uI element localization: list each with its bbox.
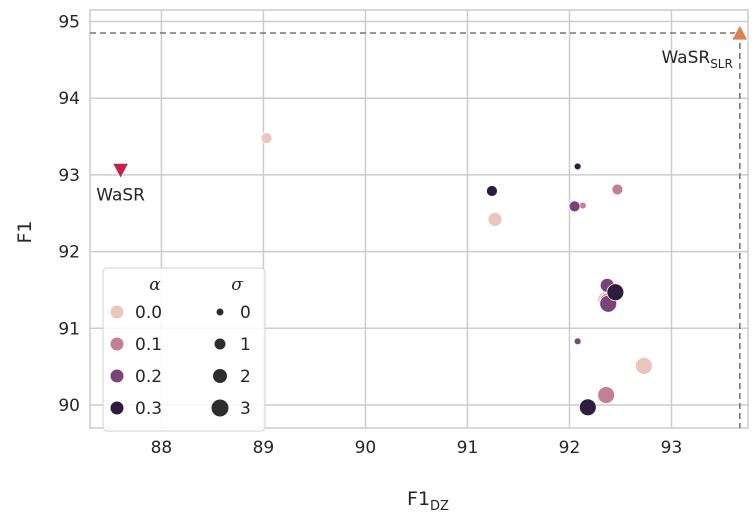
wasr-label: WaSR — [96, 185, 145, 205]
legend-size-label: 1 — [240, 335, 251, 355]
x-axis-label: F1DZ — [407, 488, 449, 514]
legend-hue-swatch — [110, 401, 124, 415]
legend-size-label: 3 — [240, 399, 251, 419]
legend-size-entries: 0 1 2 3 — [211, 303, 251, 419]
legend-hue-label: 0.1 — [135, 335, 162, 355]
wasr-slr-label-main: WaSR — [661, 48, 710, 68]
data-point — [635, 356, 653, 375]
data-point — [611, 183, 624, 196]
legend-hue-entries: 0.0 0.1 0.2 0.3 — [110, 303, 162, 419]
legend: α σ 0.0 0.1 0.2 0.3 0 1 2 3 — [102, 267, 266, 432]
legend-size-title: σ — [231, 275, 243, 295]
x-axis-label-main: F1 — [407, 488, 430, 510]
data-points — [260, 132, 653, 417]
wasr-marker — [111, 162, 130, 180]
legend-hue-swatch — [110, 369, 124, 383]
reference-guides — [90, 32, 741, 428]
wasr-label-main: WaSR — [96, 185, 145, 205]
data-point — [568, 200, 581, 213]
legend-hue-swatch — [110, 305, 124, 319]
x-tick-label: 92 — [559, 438, 581, 458]
data-point — [597, 386, 616, 404]
x-axis-label-subscript: DZ — [430, 499, 449, 514]
data-point — [573, 162, 582, 171]
legend-hue-title: α — [149, 275, 161, 295]
legend-hue-label: 0.2 — [135, 367, 162, 387]
legend-size-label: 2 — [240, 367, 251, 387]
y-tick-label: 92 — [58, 243, 80, 263]
y-tick-label: 91 — [58, 319, 80, 339]
legend-size-swatch — [211, 399, 229, 417]
wasr-slr-marker — [731, 24, 749, 41]
y-tick-label: 90 — [58, 396, 80, 416]
legend-hue-label: 0.0 — [135, 303, 162, 323]
wasr-slr-label-subscript: SLR — [710, 57, 733, 71]
plot-frame — [89, 9, 749, 429]
data-point — [486, 185, 498, 197]
y-axis-label: F1 — [14, 220, 36, 243]
legend-box — [102, 267, 266, 432]
x-tick-label: 93 — [661, 438, 683, 458]
data-point — [573, 337, 582, 346]
wasr-slr-label: WaSRSLR — [661, 48, 732, 71]
legend-hue-label: 0.3 — [135, 399, 162, 419]
y-tick-label: 95 — [58, 13, 80, 33]
x-tick-labels: 88 89 90 91 92 93 — [151, 438, 683, 458]
y-tick-label: 94 — [58, 89, 80, 109]
x-tick-label: 89 — [253, 438, 275, 458]
data-point — [260, 132, 273, 144]
data-point — [606, 283, 625, 302]
y-tick-labels: 90 91 92 93 94 95 — [58, 13, 80, 416]
legend-size-swatch — [213, 369, 227, 383]
legend-hue-swatch — [110, 337, 124, 351]
x-tick-label: 90 — [355, 438, 377, 458]
x-tick-label: 88 — [151, 438, 173, 458]
data-point — [578, 398, 597, 417]
y-tick-label: 93 — [58, 166, 80, 186]
legend-size-label: 0 — [240, 303, 251, 323]
legend-size-swatch — [216, 308, 224, 316]
x-tick-label: 91 — [457, 438, 479, 458]
data-point — [487, 211, 503, 227]
legend-size-swatch — [214, 338, 226, 350]
